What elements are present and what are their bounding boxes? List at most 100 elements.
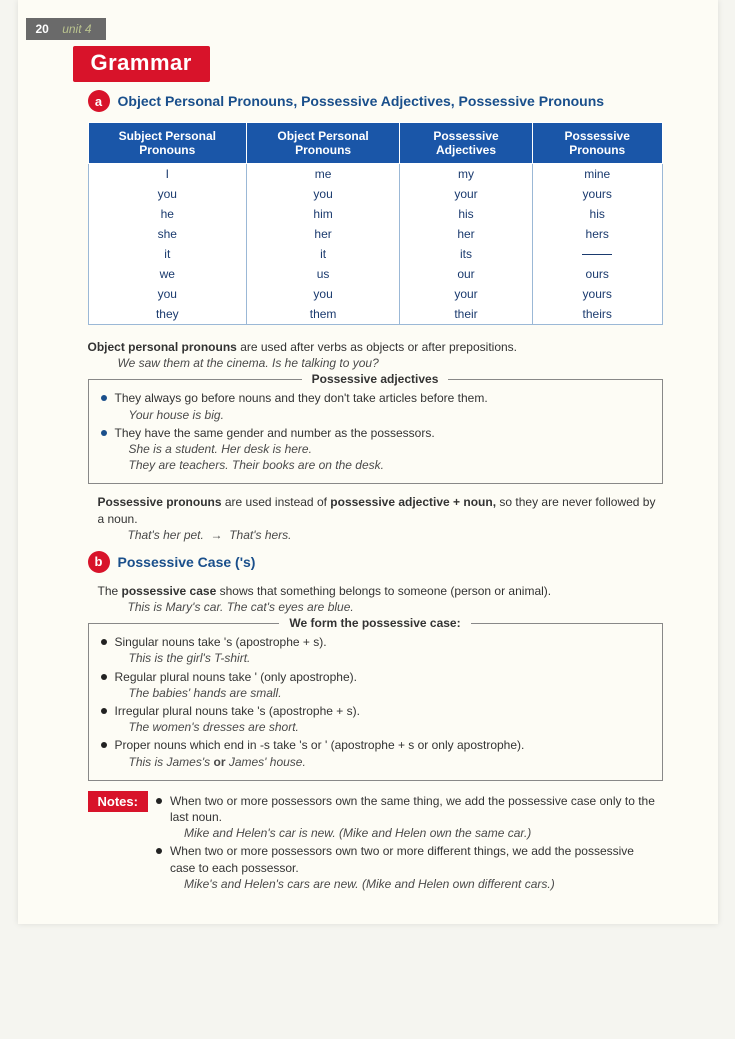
- pp-ex-right: That's hers.: [229, 528, 291, 542]
- bullet-icon: [101, 430, 107, 436]
- b2-ex1: She is a student. Her desk is here.: [129, 441, 652, 457]
- table-cell: it: [88, 244, 247, 264]
- r4ex: This is James's or James' house.: [129, 754, 652, 770]
- table-cell: her: [247, 224, 400, 244]
- b1: They always go before nouns and they don…: [115, 391, 488, 405]
- obj-bold: Object personal pronouns: [88, 340, 237, 354]
- fb-post: :: [457, 616, 461, 630]
- r4post: (apostrophe + s or only apostrophe).: [327, 738, 524, 752]
- table-cell: us: [247, 264, 400, 284]
- form-poss-case-box: We form the possessive case: Singular no…: [88, 623, 663, 781]
- table-cell: you: [88, 184, 247, 204]
- badge-a: a: [88, 90, 110, 112]
- table-cell: you: [88, 284, 247, 304]
- table-cell: me: [247, 164, 400, 185]
- bullet-icon: [156, 848, 162, 854]
- col-poss-pron: Possessive Pronouns: [532, 123, 662, 164]
- obj-pronouns-para: Object personal pronouns are used after …: [88, 339, 663, 371]
- table-row: weusourours: [88, 264, 662, 284]
- table-cell: you: [247, 284, 400, 304]
- col-subject: Subject Personal Pronouns: [88, 123, 247, 164]
- table-cell: its: [400, 244, 533, 264]
- list-item: They always go before nouns and they don…: [99, 390, 652, 422]
- table-cell: they: [88, 304, 247, 325]
- list-item: Irregular plural nouns take 's (apostrop…: [99, 703, 652, 735]
- page: 20 unit 4 Grammar a Object Personal Pron…: [18, 0, 718, 924]
- r4b: -s: [260, 738, 270, 752]
- bullet-icon: [101, 395, 107, 401]
- n1b: possessive case: [508, 794, 596, 808]
- n2ex: Mike's and Helen's cars are new. (Mike a…: [184, 876, 663, 892]
- table-cell: him: [247, 204, 400, 224]
- bullet-text: Proper nouns which end in -s take 's or …: [115, 737, 652, 769]
- table-cell: their: [400, 304, 533, 325]
- list-item: Proper nouns which end in -s take 's or …: [99, 737, 652, 769]
- r3r: nouns take 's (apostrophe + s).: [192, 704, 360, 718]
- table-cell: I: [88, 164, 247, 185]
- bullet-icon: [101, 639, 107, 645]
- table-cell: she: [88, 224, 247, 244]
- bullet-text: When two or more possessors own two or m…: [170, 843, 663, 892]
- section-a-title: Object Personal Pronouns, Possessive Adj…: [118, 93, 605, 109]
- table-cell: theirs: [532, 304, 662, 325]
- r3ex: The women's dresses are short.: [129, 719, 652, 735]
- table-row: ititits: [88, 244, 662, 264]
- r4pre: Proper nouns which end in: [115, 738, 260, 752]
- table-cell: his: [532, 204, 662, 224]
- table-row: hehimhishis: [88, 204, 662, 224]
- table-cell: mine: [532, 164, 662, 185]
- section-a-head: a Object Personal Pronouns, Possessive A…: [88, 90, 663, 112]
- bullet-text: Regular plural nouns take ' (only apostr…: [115, 669, 652, 701]
- r1b: Singular nouns: [115, 635, 195, 649]
- bullet-icon: [101, 674, 107, 680]
- r1ex: This is the girl's T-shirt.: [129, 650, 652, 666]
- r4ex-b: or: [213, 755, 225, 769]
- poss-case-intro: The possessive case shows that something…: [98, 583, 663, 615]
- fb-bold: possessive case: [362, 616, 457, 630]
- content: a Object Personal Pronouns, Possessive A…: [18, 90, 718, 894]
- bullet-text: They always go before nouns and they don…: [115, 390, 652, 422]
- obj-example: We saw them at the cinema. Is he talking…: [118, 355, 663, 371]
- unit-label: unit 4: [62, 22, 91, 36]
- pp-example: That's her pet. → That's hers.: [128, 527, 663, 543]
- r2b: Regular plural: [115, 670, 190, 684]
- list-item: They have the same gender and number as …: [99, 425, 652, 474]
- pc-ex: This is Mary's car. The cat's eyes are b…: [128, 599, 663, 615]
- table-row: theythemtheirtheirs: [88, 304, 662, 325]
- table-cell: we: [88, 264, 247, 284]
- arrow-icon: →: [211, 528, 223, 542]
- b1-ex: Your house is big.: [129, 407, 652, 423]
- table-cell: his: [400, 204, 533, 224]
- table-cell: you: [247, 184, 400, 204]
- bullet-icon: [156, 798, 162, 804]
- pp-mid: are used instead of: [222, 495, 331, 509]
- n2pre: When two or more possessors own two or m…: [170, 844, 575, 858]
- page-number: 20: [36, 22, 49, 36]
- fb-pre: We form the: [289, 616, 361, 630]
- r4b2: 's: [299, 738, 307, 752]
- bullet-text: Singular nouns take 's (apostrophe + s).…: [115, 634, 652, 666]
- pp-bold: Possessive pronouns: [98, 495, 222, 509]
- table-cell: he: [88, 204, 247, 224]
- form-box-title: We form the possessive case:: [279, 616, 470, 630]
- bullet-text: They have the same gender and number as …: [115, 425, 652, 474]
- poss-adj-box-title: Possessive adjectives: [302, 372, 449, 386]
- table-cell: [532, 244, 662, 264]
- b2: They have the same gender and number as …: [115, 426, 435, 440]
- col-poss-adj: Possessive Adjectives: [400, 123, 533, 164]
- table-cell: hers: [532, 224, 662, 244]
- table-cell: ours: [532, 264, 662, 284]
- table-cell: it: [247, 244, 400, 264]
- pc-pre: The: [98, 584, 122, 598]
- obj-rest: are used after verbs as objects or after…: [237, 340, 517, 354]
- table-cell: our: [400, 264, 533, 284]
- table-row: Imemymine: [88, 164, 662, 185]
- grammar-banner: Grammar: [73, 46, 210, 82]
- list-item: When two or more possessors own the same…: [154, 793, 663, 842]
- r2ex: The babies' hands are small.: [129, 685, 652, 701]
- bullet-text: When two or more possessors own the same…: [170, 793, 663, 842]
- notes-label: Notes:: [88, 791, 148, 812]
- dash-icon: [582, 254, 612, 255]
- n1ex: Mike and Helen's car is new. (Mike and H…: [184, 825, 663, 841]
- b2-ex2: They are teachers. Their books are on th…: [129, 457, 652, 473]
